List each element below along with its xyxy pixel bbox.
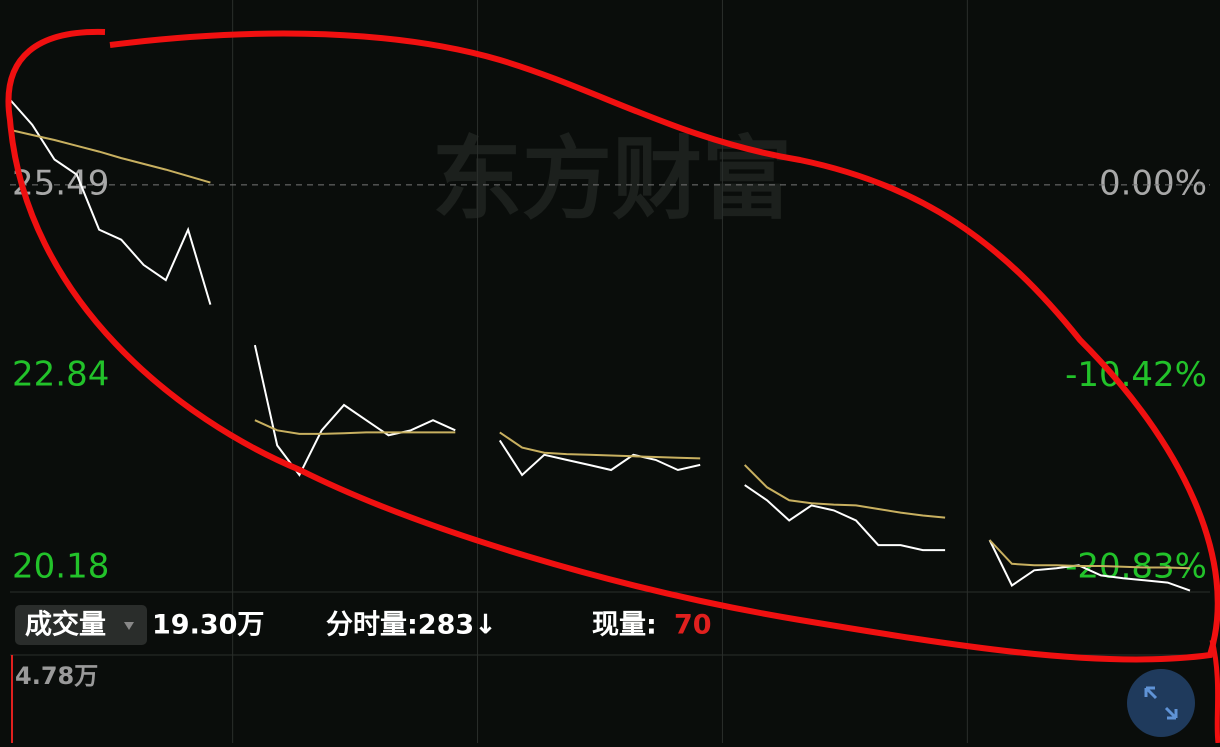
y2-tick-label: 0.00% <box>1099 163 1207 203</box>
total-volume: 19.30万 <box>152 610 264 641</box>
expand-icon <box>1144 686 1178 720</box>
annotation-stroke <box>1209 639 1220 744</box>
indicator-dropdown[interactable] <box>15 605 147 645</box>
annotation-circle <box>5 28 1220 663</box>
expand-button[interactable] <box>1127 669 1195 737</box>
tick-volume: 分时量:283↓ <box>326 610 497 641</box>
y-tick-label: 20.18 <box>12 547 109 587</box>
current-volume-label: 现量: <box>592 610 657 641</box>
current-volume: 70 <box>674 610 712 641</box>
watermark: 东方财富 <box>432 127 792 232</box>
y-tick-label: 22.84 <box>12 355 109 395</box>
dropdown-arrow <box>124 622 134 630</box>
y2-tick-label: -10.42% <box>1065 355 1207 395</box>
indicator-label: 成交量 <box>25 609 106 641</box>
price-line <box>9 128 1191 570</box>
volume-axis-label: 4.78万 <box>15 662 98 690</box>
price-line <box>9 98 1191 592</box>
